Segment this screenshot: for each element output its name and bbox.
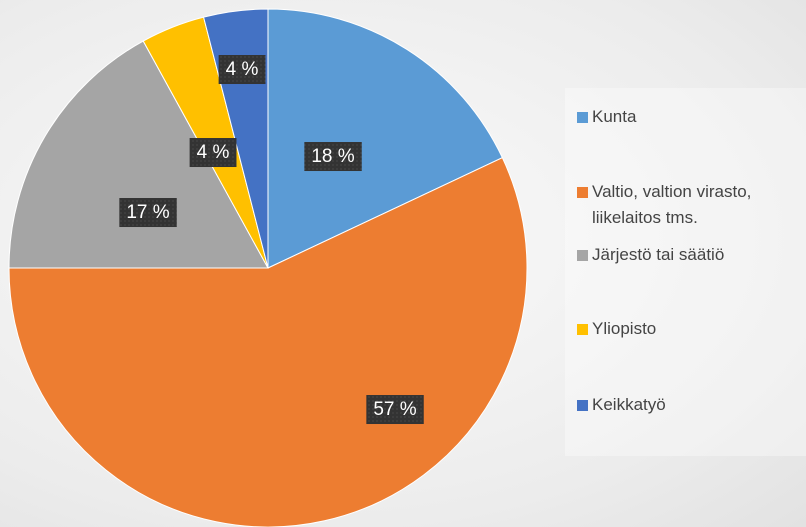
data-label-text: 4 % [197,142,230,163]
pie-slice [267,8,504,269]
legend-item: Yliopisto [577,316,806,342]
legend-item: Valtio, valtion virasto, liikelaitos tms… [577,179,806,231]
legend-label: Valtio, valtion virasto, liikelaitos tms… [592,182,752,227]
data-label: 4 % [189,138,237,168]
legend-label: Kunta [592,107,637,126]
data-label-box [304,142,362,172]
data-label-text: 57 % [373,399,416,420]
legend-label: Keikkatyö [592,395,666,414]
data-label: 4 % [218,55,266,85]
pie-slice [8,40,269,269]
chart: 18 % 57 % 17 % 4 % 4 % [8,8,528,527]
legend-swatch [577,324,588,335]
legend-item: Keikkatyö [577,392,806,418]
data-label: 57 % [366,395,424,425]
data-label-box [189,138,237,168]
pie-slice [8,157,528,527]
data-label-box [218,55,266,85]
legend-swatch [577,250,588,261]
legend-swatch [577,400,588,411]
legend-swatch [577,112,588,123]
data-label-box [119,198,177,228]
legend-swatch [577,187,588,198]
legend-label: Yliopisto [592,319,657,338]
data-label-text: 18 % [311,146,354,167]
data-label: 18 % [304,142,362,172]
data-label: 17 % [119,198,177,228]
legend-item: Järjestö tai säätiö [577,242,806,268]
legend: Kunta Valtio, valtion virasto, liikelaito… [565,88,806,456]
data-label-box [366,395,424,425]
legend-label: Järjestö tai säätiö [592,245,725,264]
legend-item: Kunta [577,104,806,130]
data-label-text: 4 % [226,59,259,80]
data-label-text: 17 % [126,202,169,223]
